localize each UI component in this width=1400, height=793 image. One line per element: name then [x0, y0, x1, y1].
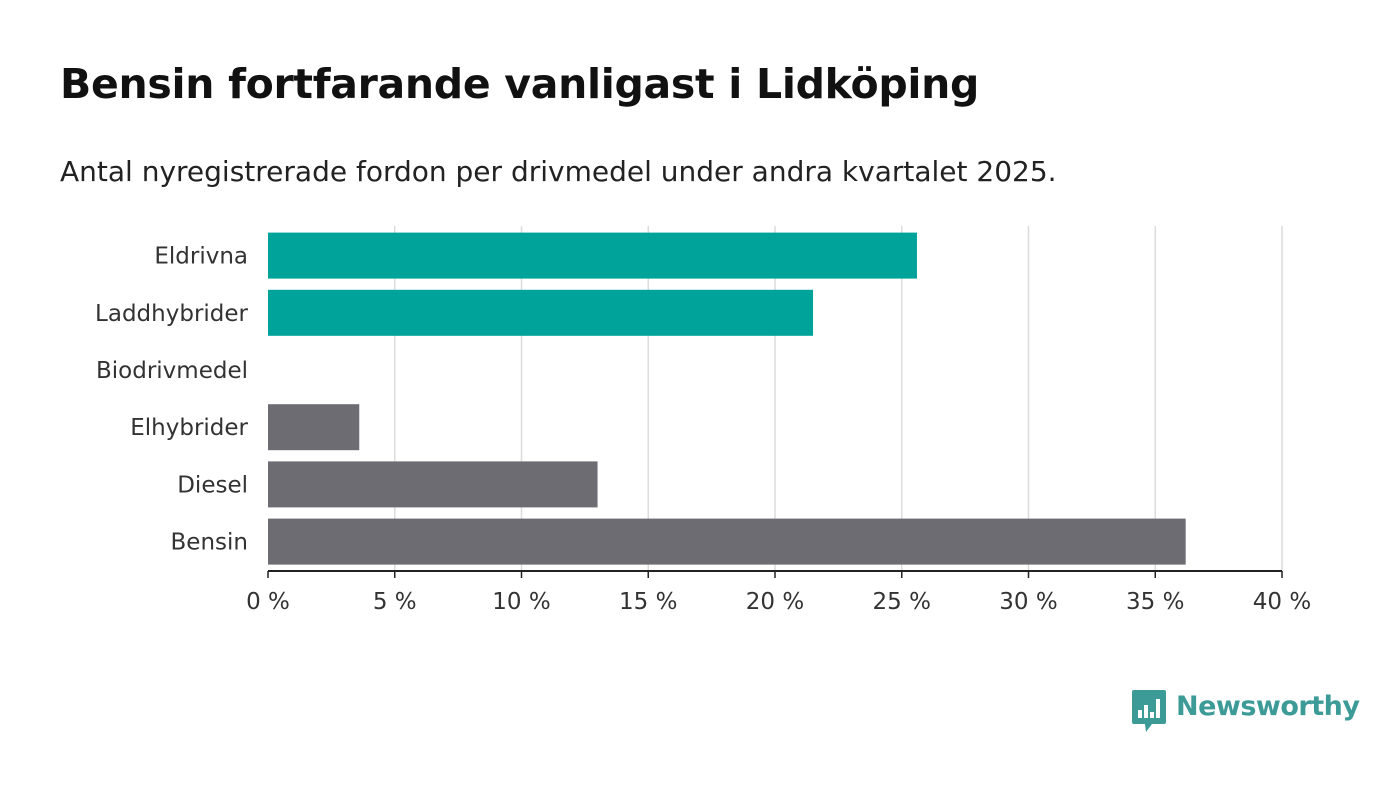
category-labels: Eldrivna Laddhybrider Biodrivmedel Elhybrid… [95, 244, 248, 556]
bar-laddhybrider [268, 289, 814, 336]
brand-logo: Newsworthy [1132, 690, 1360, 734]
category-label: Eldrivna [154, 244, 248, 270]
x-tick-label: 5 % [373, 589, 417, 615]
x-tick-label: 10 % [492, 589, 550, 615]
gridlines [394, 226, 1283, 571]
category-label: Bensin [171, 530, 248, 556]
newsworthy-logo-icon [1132, 690, 1166, 732]
bar-chart: 0 % 5 % 10 % 15 % 20 % 25 % 30 % 35 % 40 % Eldri… [95, 226, 1311, 615]
x-tick-label: 25 % [873, 589, 931, 615]
bar-elhybrider [268, 404, 360, 451]
category-label: Laddhybrider [95, 301, 248, 327]
category-label: Biodrivmedel [96, 358, 248, 384]
category-label: Diesel [177, 472, 248, 498]
x-tick-label: 20 % [746, 589, 804, 615]
x-tick-label: 30 % [999, 589, 1057, 615]
brand-name: Newsworthy [1176, 690, 1360, 722]
x-axis: 0 % 5 % 10 % 15 % 20 % 25 % 30 % 35 % 40 % [246, 570, 1311, 615]
category-label: Elhybrider [130, 415, 248, 441]
bar-eldrivna [268, 232, 917, 279]
x-tick-label: 15 % [619, 589, 677, 615]
bar-bensin [268, 518, 1186, 565]
x-tick-label: 40 % [1253, 589, 1311, 615]
chart-title: Bensin fortfarande vanligast i Lidköping [60, 60, 980, 108]
x-tick-label: 0 % [246, 589, 290, 615]
bar-diesel [268, 461, 598, 508]
bars [268, 232, 1186, 565]
x-tick-label: 35 % [1126, 589, 1184, 615]
chart-subtitle: Antal nyregistrerade fordon per drivmede… [60, 155, 1057, 188]
